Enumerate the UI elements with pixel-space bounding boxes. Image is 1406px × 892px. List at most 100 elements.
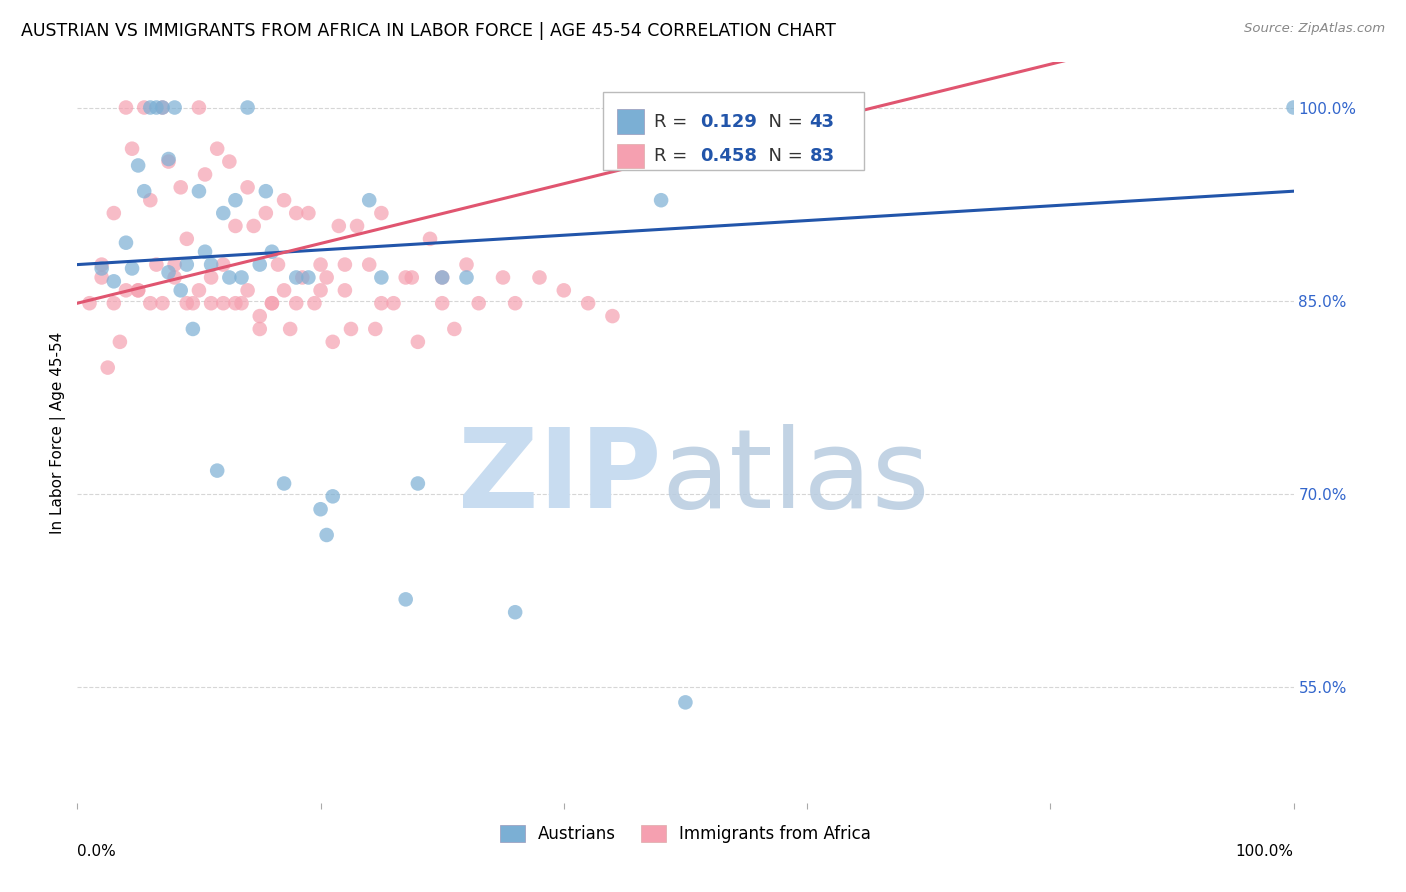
Point — [395, 270, 418, 285]
Point — [430, 270, 453, 285]
Point — [430, 296, 453, 310]
Point — [260, 296, 283, 310]
Point — [456, 270, 478, 285]
Point — [194, 168, 217, 182]
Point — [285, 296, 308, 310]
Point — [297, 206, 319, 220]
Point — [212, 206, 235, 220]
Point — [231, 270, 253, 285]
Point — [406, 476, 429, 491]
Point — [79, 296, 101, 310]
Point — [188, 184, 211, 198]
Point — [602, 309, 624, 323]
Point — [456, 258, 478, 272]
Point — [249, 322, 271, 336]
Point — [157, 265, 180, 279]
Point — [395, 592, 418, 607]
Point — [273, 193, 295, 207]
Point — [90, 261, 112, 276]
Point — [503, 605, 526, 619]
Point — [90, 258, 112, 272]
Point — [212, 296, 235, 310]
Point — [297, 270, 319, 285]
Point — [249, 258, 271, 272]
Point — [304, 296, 326, 310]
Point — [103, 296, 125, 310]
Point — [359, 193, 381, 207]
Point — [254, 206, 277, 220]
Point — [328, 219, 350, 233]
Point — [346, 219, 368, 233]
Point — [127, 158, 149, 172]
Point — [650, 193, 672, 207]
Point — [553, 283, 575, 297]
Point — [103, 274, 125, 288]
Point — [224, 219, 246, 233]
Point — [181, 322, 204, 336]
Point — [315, 270, 337, 285]
Point — [309, 258, 332, 272]
Point — [309, 283, 332, 297]
Point — [406, 334, 429, 349]
Point — [97, 360, 120, 375]
Point — [115, 101, 138, 115]
Point — [333, 258, 356, 272]
Point — [139, 193, 162, 207]
Point — [218, 154, 240, 169]
FancyBboxPatch shape — [603, 92, 865, 169]
Point — [152, 296, 174, 310]
Point — [90, 270, 112, 285]
Point — [115, 235, 138, 250]
Point — [127, 283, 149, 297]
Point — [370, 270, 392, 285]
Point — [200, 270, 222, 285]
Point — [212, 258, 235, 272]
Point — [285, 206, 308, 220]
Point — [200, 258, 222, 272]
FancyBboxPatch shape — [617, 144, 644, 168]
Point — [322, 489, 344, 503]
Point — [176, 258, 198, 272]
Text: N =: N = — [758, 112, 808, 130]
Point — [492, 270, 515, 285]
Point — [249, 309, 271, 323]
Point — [278, 322, 301, 336]
FancyBboxPatch shape — [617, 110, 644, 134]
Point — [382, 296, 405, 310]
Point — [576, 296, 599, 310]
Point — [285, 270, 308, 285]
Point — [139, 101, 162, 115]
Point — [309, 502, 332, 516]
Point — [503, 296, 526, 310]
Point — [333, 283, 356, 297]
Point — [115, 283, 138, 297]
Point — [419, 232, 441, 246]
Point — [205, 464, 228, 478]
Text: R =: R = — [654, 147, 693, 165]
Text: AUSTRIAN VS IMMIGRANTS FROM AFRICA IN LABOR FORCE | AGE 45-54 CORRELATION CHART: AUSTRIAN VS IMMIGRANTS FROM AFRICA IN LA… — [21, 22, 837, 40]
Point — [170, 283, 193, 297]
Point — [315, 528, 337, 542]
Point — [364, 322, 387, 336]
Point — [254, 184, 277, 198]
Point — [200, 296, 222, 310]
Point — [430, 270, 453, 285]
Point — [236, 180, 259, 194]
Point — [273, 476, 295, 491]
Point — [188, 101, 211, 115]
Text: 0.0%: 0.0% — [77, 844, 117, 858]
Point — [291, 270, 314, 285]
Point — [443, 322, 465, 336]
Point — [231, 296, 253, 310]
Point — [401, 270, 423, 285]
Point — [267, 258, 290, 272]
Point — [1282, 101, 1305, 115]
Point — [529, 270, 551, 285]
Point — [340, 322, 363, 336]
Point — [260, 244, 283, 259]
Point — [205, 142, 228, 156]
Point — [176, 232, 198, 246]
Point — [218, 270, 240, 285]
Point — [224, 296, 246, 310]
Point — [139, 296, 162, 310]
